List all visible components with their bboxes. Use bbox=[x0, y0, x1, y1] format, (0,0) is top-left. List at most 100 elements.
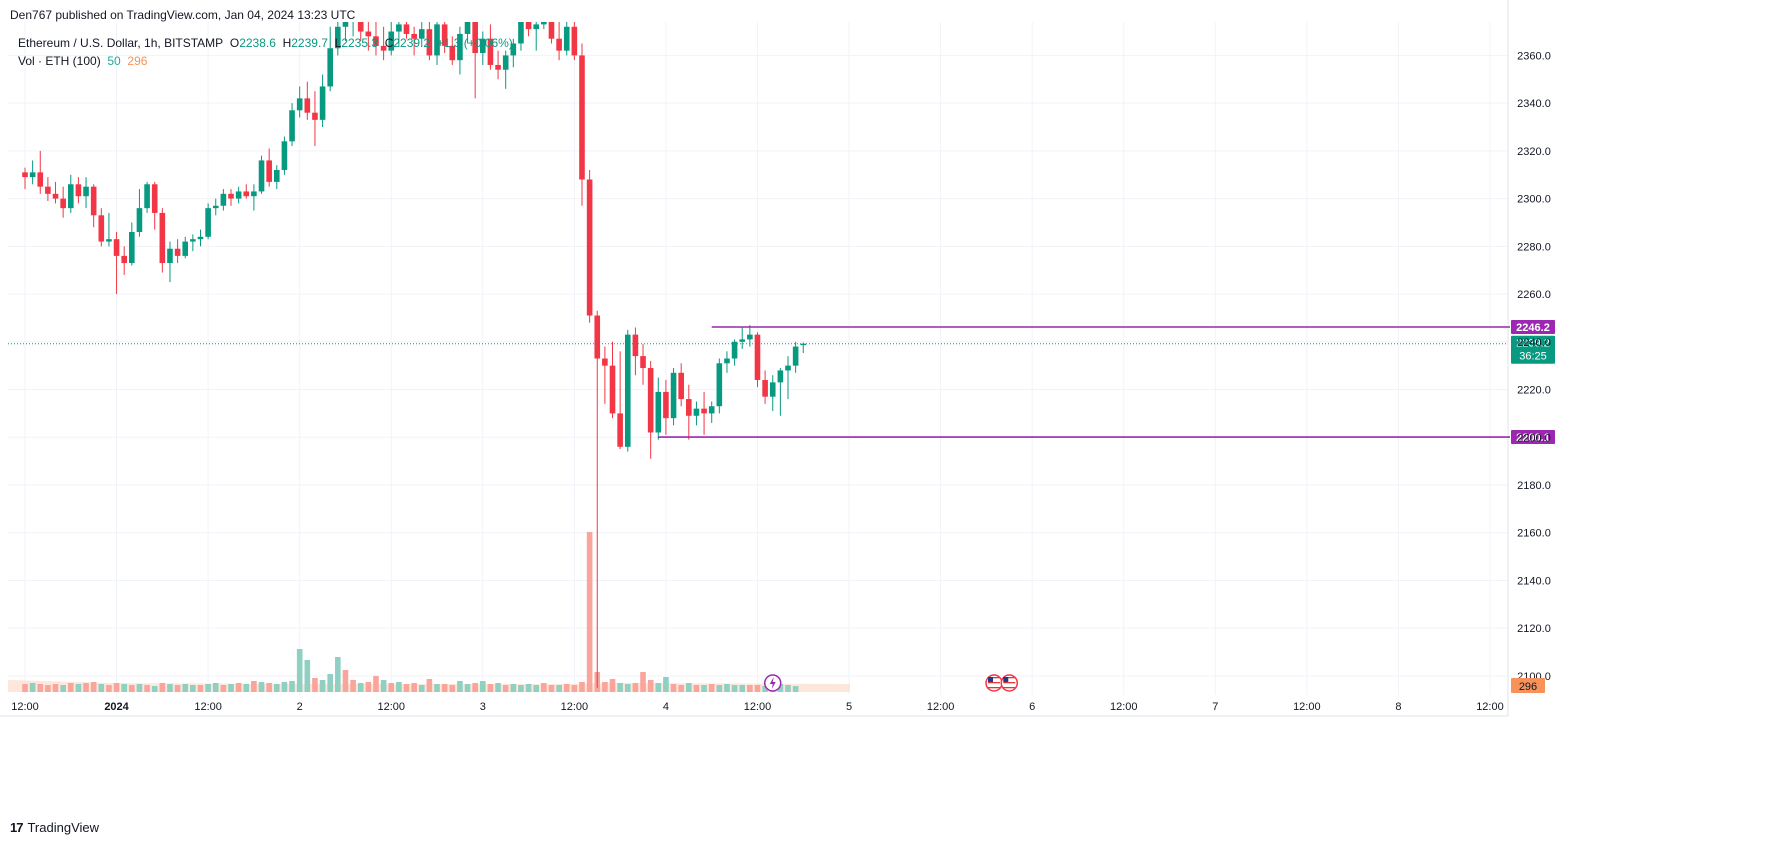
plot-area[interactable] bbox=[8, 0, 850, 692]
candle-body bbox=[190, 239, 196, 242]
volume-bar bbox=[380, 680, 387, 692]
candle bbox=[785, 356, 791, 400]
candle-body bbox=[594, 315, 601, 359]
candle bbox=[548, 22, 555, 44]
tradingview-brand[interactable]: 17 TradingView bbox=[10, 820, 99, 835]
candle-body bbox=[113, 239, 120, 256]
publisher-header: Den767 published on TradingView.com, Jan… bbox=[10, 8, 356, 22]
price-axis[interactable]: 2100.02120.02140.02160.02180.02200.02220… bbox=[1517, 50, 1551, 682]
volume-bar bbox=[487, 684, 494, 692]
candle bbox=[182, 236, 189, 259]
time-tick-label: 12:00 bbox=[377, 701, 405, 713]
candle bbox=[678, 363, 684, 407]
volume-bar bbox=[182, 684, 189, 692]
time-axis[interactable]: 12:00 2024 12:00 2 12:00 3 12:00 4 12:00 5 12:00 6 1… bbox=[11, 701, 1503, 713]
candle-body bbox=[441, 24, 448, 46]
us-flag-stripe bbox=[988, 679, 1001, 681]
candle-body bbox=[785, 365, 791, 371]
candle-body bbox=[335, 26, 341, 49]
candle bbox=[716, 358, 723, 414]
candle bbox=[136, 189, 143, 237]
us-flag-stripe bbox=[1003, 682, 1016, 684]
volume-bar bbox=[426, 679, 433, 692]
candle-body bbox=[144, 184, 150, 209]
candle bbox=[388, 22, 395, 56]
candle-body bbox=[281, 141, 288, 170]
volume-bar bbox=[75, 684, 82, 692]
candle bbox=[708, 401, 715, 423]
candle-body bbox=[510, 43, 517, 56]
candle bbox=[571, 22, 578, 61]
volume-bar bbox=[563, 684, 570, 692]
price-tick-label: 2140.0 bbox=[1517, 575, 1551, 587]
volume-bar bbox=[197, 685, 204, 692]
candle-body bbox=[75, 184, 82, 197]
high-label: H bbox=[282, 36, 292, 50]
candle bbox=[113, 232, 120, 295]
candle-body bbox=[22, 172, 28, 178]
candle bbox=[52, 181, 59, 204]
volume-bar bbox=[457, 681, 463, 692]
volume-bar bbox=[411, 683, 417, 692]
candle-body bbox=[121, 255, 127, 264]
volume-bar bbox=[98, 684, 105, 692]
price-tick-label: 2340.0 bbox=[1517, 98, 1551, 110]
candle bbox=[541, 22, 547, 30]
candle bbox=[373, 22, 379, 56]
candle bbox=[266, 148, 272, 187]
candle-body bbox=[457, 33, 463, 61]
candle-body bbox=[289, 110, 295, 142]
candle bbox=[686, 384, 692, 440]
candle bbox=[273, 165, 280, 190]
candle-body bbox=[571, 26, 578, 56]
symbol-legend-row: Ethereum / U.S. Dollar, 1h, BITSTAMP O22… bbox=[18, 34, 513, 52]
time-tick-label: 2 bbox=[297, 701, 303, 713]
time-tick-label: 7 bbox=[1212, 701, 1218, 713]
candle bbox=[296, 86, 303, 118]
volume-bar bbox=[205, 684, 211, 692]
volume-bar bbox=[365, 682, 372, 692]
time-tick-label: 4 bbox=[663, 701, 669, 713]
volume-bar bbox=[45, 685, 51, 692]
candle bbox=[60, 186, 66, 218]
time-tick-label: 12:00 bbox=[561, 701, 589, 713]
candle bbox=[151, 181, 158, 230]
candle bbox=[464, 22, 471, 44]
volume-legend-row: Vol · ETH (100) 50 296 bbox=[18, 52, 513, 70]
candle-body bbox=[273, 169, 280, 182]
volume-bar bbox=[327, 674, 333, 692]
volume-bar bbox=[296, 649, 303, 692]
candle bbox=[243, 184, 250, 199]
us-flag-stripe bbox=[1003, 677, 1016, 679]
volume-bar bbox=[373, 676, 379, 692]
volume-bar bbox=[388, 683, 395, 692]
candle bbox=[762, 370, 768, 404]
candle bbox=[449, 36, 456, 65]
candle-body bbox=[678, 372, 684, 400]
candle-body bbox=[228, 193, 234, 199]
volume-bar bbox=[129, 685, 135, 692]
volume-indicator-title[interactable]: Vol · ETH (100) bbox=[18, 54, 101, 68]
candle bbox=[670, 368, 677, 426]
candle-body bbox=[754, 334, 761, 380]
volume-bar bbox=[602, 682, 608, 692]
candle-body bbox=[373, 36, 379, 46]
symbol-title[interactable]: Ethereum / U.S. Dollar, 1h, BITSTAMP bbox=[18, 36, 224, 50]
candle bbox=[480, 31, 486, 65]
volume-bar bbox=[624, 684, 631, 692]
candle bbox=[609, 341, 616, 419]
candle bbox=[663, 379, 669, 435]
candle-body bbox=[670, 372, 677, 419]
candle bbox=[747, 325, 753, 347]
volume-bar bbox=[754, 685, 761, 692]
us-flag-event-icon[interactable] bbox=[985, 674, 1003, 692]
us-flag-event-icon[interactable] bbox=[1000, 674, 1019, 692]
candle-body bbox=[205, 208, 211, 237]
lightning-event-icon[interactable] bbox=[763, 674, 782, 692]
candle-body bbox=[45, 186, 51, 194]
candle-body bbox=[792, 346, 799, 366]
candle bbox=[281, 136, 288, 175]
candle-body bbox=[495, 64, 501, 70]
volume-bar bbox=[167, 684, 173, 692]
